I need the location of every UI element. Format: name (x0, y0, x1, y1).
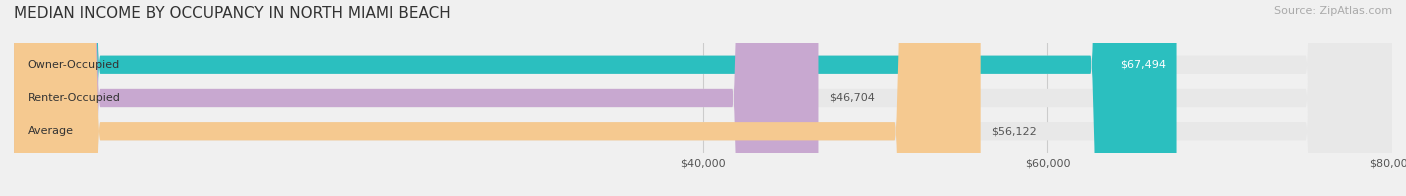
Text: $56,122: $56,122 (991, 126, 1036, 136)
FancyBboxPatch shape (14, 0, 1392, 196)
Text: Source: ZipAtlas.com: Source: ZipAtlas.com (1274, 6, 1392, 16)
FancyBboxPatch shape (14, 0, 818, 196)
Text: Owner-Occupied: Owner-Occupied (28, 60, 120, 70)
Text: $46,704: $46,704 (828, 93, 875, 103)
FancyBboxPatch shape (14, 0, 1392, 196)
Text: $67,494: $67,494 (1121, 60, 1166, 70)
Text: MEDIAN INCOME BY OCCUPANCY IN NORTH MIAMI BEACH: MEDIAN INCOME BY OCCUPANCY IN NORTH MIAM… (14, 6, 451, 21)
FancyBboxPatch shape (14, 0, 1177, 196)
Text: Average: Average (28, 126, 75, 136)
Text: Renter-Occupied: Renter-Occupied (28, 93, 121, 103)
FancyBboxPatch shape (14, 0, 1392, 196)
FancyBboxPatch shape (14, 0, 980, 196)
